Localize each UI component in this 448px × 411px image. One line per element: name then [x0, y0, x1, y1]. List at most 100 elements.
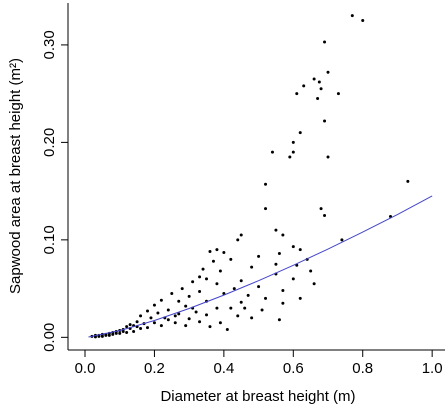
point: [239, 279, 243, 283]
point: [232, 287, 236, 291]
point: [198, 320, 202, 324]
point: [225, 328, 229, 332]
point: [239, 300, 243, 304]
point: [187, 317, 191, 321]
point: [257, 285, 261, 289]
point: [107, 333, 111, 337]
y-axis-label: Sapwood area at breast height (m²): [7, 58, 24, 294]
point: [125, 325, 129, 329]
point: [250, 265, 254, 269]
x-tick-label: 1.0: [422, 360, 443, 377]
point: [222, 251, 226, 255]
point: [215, 282, 219, 286]
point: [177, 312, 181, 316]
point: [281, 301, 285, 305]
point: [211, 259, 215, 263]
point: [111, 332, 115, 336]
point: [312, 282, 316, 286]
x-tick-label: 0.4: [213, 360, 234, 377]
point: [166, 318, 170, 322]
x-tick-label: 0.6: [283, 360, 304, 377]
point: [319, 87, 323, 91]
point: [152, 303, 156, 307]
point: [326, 70, 330, 74]
point: [166, 308, 170, 312]
point: [208, 325, 212, 329]
point: [309, 269, 313, 273]
point: [159, 298, 163, 302]
point: [187, 294, 191, 298]
point: [302, 84, 306, 88]
point: [277, 318, 281, 322]
point: [215, 306, 219, 310]
point: [121, 329, 125, 333]
point: [125, 330, 129, 334]
point: [250, 316, 254, 320]
point: [361, 19, 365, 23]
point: [264, 182, 268, 186]
point: [145, 326, 149, 330]
point: [298, 131, 302, 135]
point: [326, 155, 330, 159]
point: [173, 321, 177, 325]
point: [323, 213, 327, 217]
point: [281, 289, 285, 293]
point: [316, 97, 320, 101]
point: [317, 80, 321, 84]
y-tick-label: 0.00: [41, 323, 58, 352]
point: [114, 331, 118, 335]
point: [288, 155, 292, 159]
y-tick-label: 0.20: [41, 128, 58, 157]
point: [312, 77, 316, 81]
x-tick-label: 0.0: [75, 360, 96, 377]
point: [205, 313, 209, 317]
fit-line: [88, 195, 433, 338]
point: [281, 233, 285, 237]
y-tick-label: 0.30: [41, 30, 58, 59]
point: [236, 238, 240, 242]
point: [128, 323, 132, 327]
point: [159, 324, 163, 328]
point: [170, 291, 174, 295]
point: [218, 321, 222, 325]
point: [118, 331, 122, 335]
point: [198, 275, 202, 279]
point: [149, 316, 153, 320]
point: [173, 314, 177, 318]
point: [291, 245, 295, 249]
point: [97, 334, 101, 338]
point: [222, 291, 226, 295]
point: [218, 269, 222, 273]
point: [139, 314, 143, 318]
point: [205, 277, 209, 281]
point: [274, 228, 278, 232]
point: [264, 207, 268, 211]
point: [201, 267, 205, 271]
point: [277, 252, 281, 256]
point: [336, 92, 340, 96]
point: [184, 324, 188, 328]
point: [257, 254, 261, 258]
x-tick-label: 0.2: [144, 360, 165, 377]
point: [145, 309, 149, 313]
point: [132, 329, 136, 333]
y-tick-label: 0.10: [41, 225, 58, 254]
point: [323, 40, 327, 44]
x-axis-label: Diameter at breast height (m): [160, 388, 355, 405]
point: [406, 179, 410, 183]
point: [194, 310, 198, 314]
point: [180, 287, 184, 291]
point: [243, 306, 247, 310]
x-tick-label: 0.8: [352, 360, 373, 377]
point: [177, 299, 181, 303]
point: [208, 250, 212, 254]
point: [274, 262, 278, 266]
point: [291, 140, 295, 144]
point: [298, 248, 302, 252]
point: [340, 238, 344, 242]
point: [298, 296, 302, 300]
point: [191, 280, 195, 284]
point: [215, 248, 219, 252]
point: [291, 150, 295, 154]
